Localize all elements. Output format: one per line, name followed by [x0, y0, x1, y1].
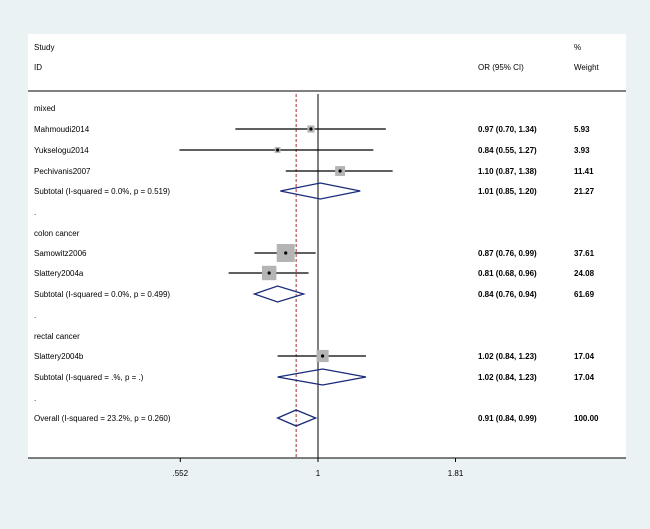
or-ci-value: 0.84 (0.55, 1.27): [478, 146, 537, 155]
weight-value: 61.69: [574, 290, 595, 299]
point-estimate: [338, 169, 342, 173]
row-label-study: Slattery2004b: [34, 352, 84, 361]
point-estimate: [320, 354, 325, 358]
row-label-study: Slattery2004a: [34, 269, 84, 278]
weight-value: 37.61: [574, 249, 595, 258]
row-label-subtotal: Subtotal (I-squared = 0.0%, p = 0.499): [34, 290, 170, 299]
row-label-sep: .: [34, 394, 36, 403]
row-label-study: Pechivanis2007: [34, 167, 91, 176]
point-estimate: [284, 251, 288, 255]
row-label-group: rectal cancer: [34, 332, 80, 341]
header-id-label: ID: [34, 63, 42, 72]
or-ci-value: 0.91 (0.84, 0.99): [478, 414, 537, 423]
header-study-label: Study: [34, 43, 54, 52]
or-ci-value: 0.81 (0.68, 0.96): [478, 269, 537, 278]
point-estimate: [275, 148, 280, 152]
header-pct-label: %: [574, 43, 581, 52]
x-tick-label: 1.81: [448, 469, 464, 478]
row-label-study: Yukselogu2014: [34, 146, 89, 155]
weight-value: 24.08: [574, 269, 595, 278]
row-label-group: colon cancer: [34, 229, 80, 238]
weight-value: 17.04: [574, 373, 595, 382]
weight-value: 21.27: [574, 187, 595, 196]
pooled-diamond: [277, 368, 367, 386]
row-label-sep: .: [34, 208, 36, 217]
row-label-sep: .: [34, 311, 36, 320]
header-effect-label: OR (95% CI): [478, 63, 524, 72]
point-estimate: [267, 271, 271, 275]
weight-value: 100.00: [574, 414, 599, 423]
weight-value: 3.93: [574, 146, 590, 155]
weight-value: 5.93: [574, 125, 590, 134]
or-ci-value: 0.84 (0.76, 0.94): [478, 290, 537, 299]
row-label-group: mixed: [34, 104, 55, 113]
or-ci-value: 0.87 (0.76, 0.99): [478, 249, 537, 258]
x-tick-label: 1: [316, 469, 321, 478]
x-tick-label: .552: [173, 469, 189, 478]
row-label-study: Samowitz2006: [34, 249, 87, 258]
or-ci-value: 1.01 (0.85, 1.20): [478, 187, 537, 196]
pooled-diamond: [280, 182, 361, 200]
or-ci-value: 0.97 (0.70, 1.34): [478, 125, 537, 134]
plot-region: [28, 34, 626, 458]
pooled-diamond: [252, 285, 306, 303]
row-label-study: Mahmoudi2014: [34, 125, 90, 134]
weight-value: 17.04: [574, 352, 595, 361]
row-label-subtotal: Subtotal (I-squared = .%, p = .): [34, 373, 144, 382]
pooled-diamond: [275, 409, 318, 427]
weight-value: 11.41: [574, 167, 594, 176]
or-ci-value: 1.02 (0.84, 1.23): [478, 352, 537, 361]
or-ci-value: 1.02 (0.84, 1.23): [478, 373, 537, 382]
row-label-overall: Overall (I-squared = 23.2%, p = 0.260): [34, 414, 171, 423]
or-ci-value: 1.10 (0.87, 1.38): [478, 167, 537, 176]
header-weight-label: Weight: [574, 63, 600, 72]
row-label-subtotal: Subtotal (I-squared = 0.0%, p = 0.519): [34, 187, 170, 196]
point-estimate: [309, 127, 313, 131]
